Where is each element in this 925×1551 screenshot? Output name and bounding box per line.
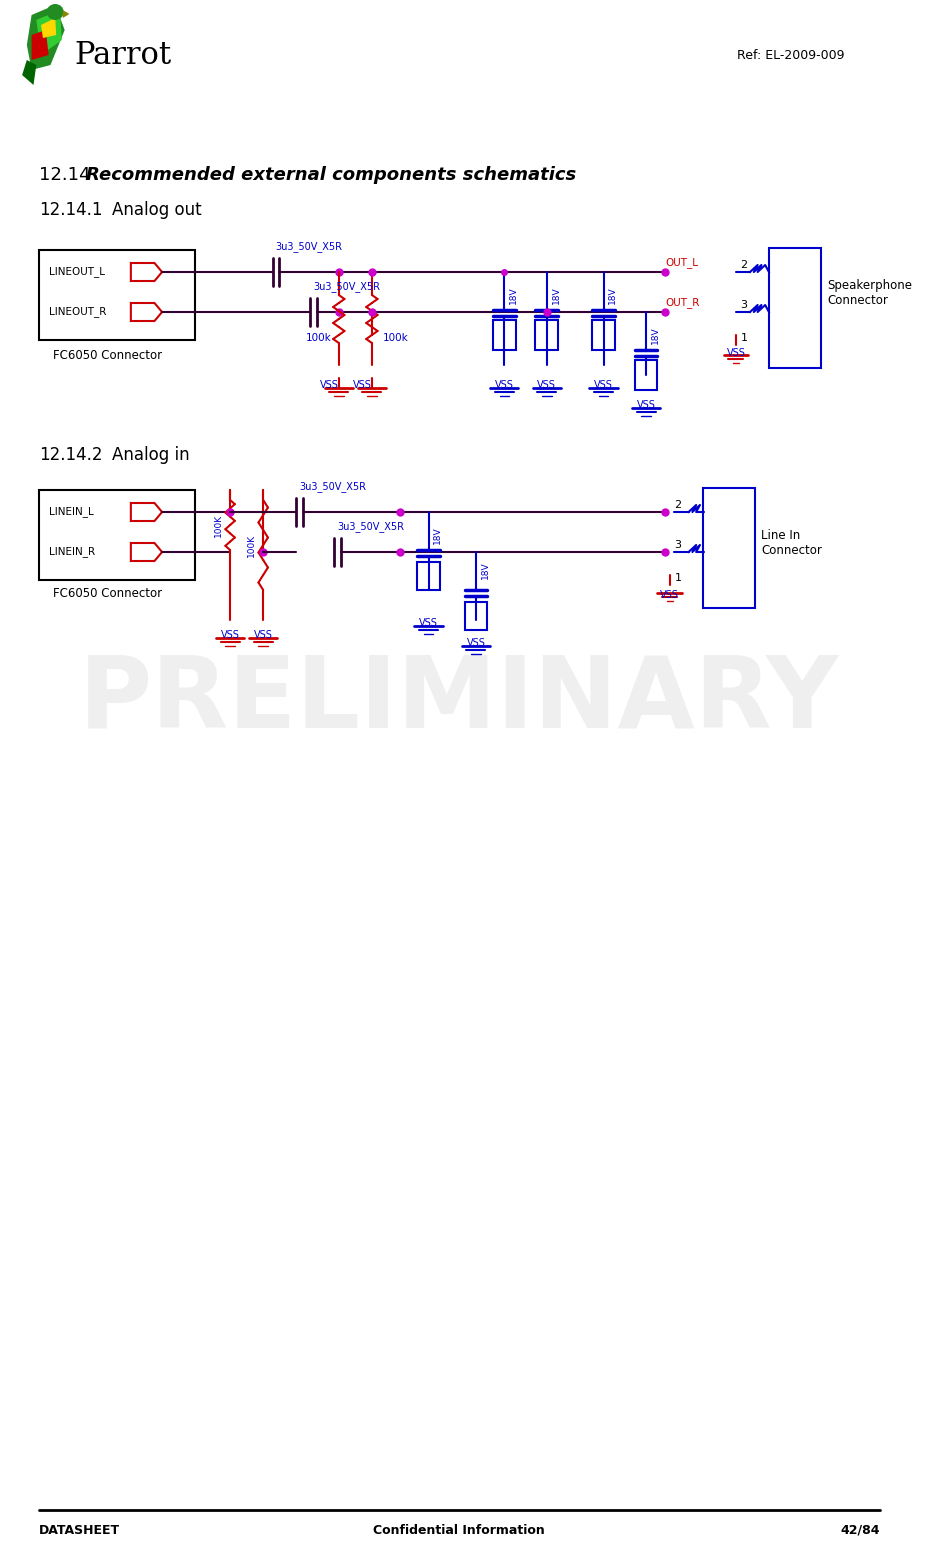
Text: 3u3_50V_X5R: 3u3_50V_X5R bbox=[299, 481, 366, 492]
Text: 12.14: 12.14 bbox=[39, 166, 91, 185]
Text: VSS: VSS bbox=[636, 400, 656, 409]
Text: 18V: 18V bbox=[509, 287, 518, 304]
Text: Connector: Connector bbox=[761, 543, 822, 557]
Text: 100K: 100K bbox=[214, 513, 223, 537]
Text: 18V: 18V bbox=[433, 526, 442, 544]
Bar bbox=[592, 320, 615, 351]
Text: 18V: 18V bbox=[551, 287, 561, 304]
Bar bbox=[769, 248, 821, 368]
Bar bbox=[635, 360, 658, 389]
Text: VSS: VSS bbox=[726, 347, 746, 358]
Text: PRELIMINARY: PRELIMINARY bbox=[79, 651, 839, 749]
Bar bbox=[39, 250, 195, 340]
Text: VSS: VSS bbox=[320, 380, 339, 389]
Text: 3: 3 bbox=[741, 299, 747, 310]
Text: DATASHEET: DATASHEET bbox=[39, 1523, 120, 1537]
Text: 3u3_50V_X5R: 3u3_50V_X5R bbox=[314, 281, 380, 292]
Text: Analog in: Analog in bbox=[112, 447, 190, 464]
Text: 1: 1 bbox=[741, 333, 747, 343]
Polygon shape bbox=[63, 9, 69, 19]
Text: LINEOUT_L: LINEOUT_L bbox=[49, 267, 105, 278]
Text: VSS: VSS bbox=[253, 630, 273, 641]
Text: 42/84: 42/84 bbox=[840, 1523, 880, 1537]
Bar bbox=[417, 561, 440, 589]
Bar bbox=[39, 490, 195, 580]
Text: 18V: 18V bbox=[609, 287, 617, 304]
Text: Line In: Line In bbox=[761, 529, 801, 541]
Text: LINEIN_L: LINEIN_L bbox=[49, 507, 93, 518]
Text: 12.14.1: 12.14.1 bbox=[39, 202, 103, 219]
Text: 3: 3 bbox=[674, 540, 682, 551]
Text: Parrot: Parrot bbox=[74, 39, 171, 70]
Text: 18V: 18V bbox=[651, 326, 660, 344]
Text: 3u3_50V_X5R: 3u3_50V_X5R bbox=[276, 240, 342, 251]
Text: VSS: VSS bbox=[221, 630, 240, 641]
Text: LINEIN_R: LINEIN_R bbox=[49, 546, 94, 557]
Text: OUT_L: OUT_L bbox=[665, 257, 698, 268]
Text: OUT_R: OUT_R bbox=[665, 298, 699, 309]
Polygon shape bbox=[41, 19, 56, 39]
Text: VSS: VSS bbox=[660, 589, 679, 600]
Text: 18V: 18V bbox=[481, 561, 489, 579]
Text: Analog out: Analog out bbox=[112, 202, 202, 219]
Polygon shape bbox=[22, 60, 36, 85]
Text: 100K: 100K bbox=[247, 534, 255, 557]
Text: FC6050 Connector: FC6050 Connector bbox=[53, 349, 162, 361]
Text: 2: 2 bbox=[741, 261, 747, 270]
Bar bbox=[536, 320, 558, 351]
Bar bbox=[703, 489, 755, 608]
Polygon shape bbox=[31, 29, 49, 60]
Text: VSS: VSS bbox=[537, 380, 556, 389]
Bar bbox=[493, 320, 515, 351]
Polygon shape bbox=[27, 5, 65, 70]
Text: 3u3_50V_X5R: 3u3_50V_X5R bbox=[337, 521, 404, 532]
Text: 100k: 100k bbox=[383, 333, 409, 343]
Text: 100k: 100k bbox=[305, 333, 331, 343]
Polygon shape bbox=[36, 9, 62, 54]
Text: Speakerphone: Speakerphone bbox=[828, 279, 913, 292]
Bar bbox=[464, 602, 487, 630]
Text: VSS: VSS bbox=[495, 380, 513, 389]
Text: Ref: EL-2009-009: Ref: EL-2009-009 bbox=[737, 48, 845, 62]
Text: LINEOUT_R: LINEOUT_R bbox=[49, 307, 106, 318]
Text: 1: 1 bbox=[674, 572, 682, 583]
Text: FC6050 Connector: FC6050 Connector bbox=[53, 586, 162, 600]
Text: Confidential Information: Confidential Information bbox=[373, 1523, 545, 1537]
Text: VSS: VSS bbox=[419, 617, 438, 628]
Text: 2: 2 bbox=[674, 499, 682, 510]
Text: 12.14.2: 12.14.2 bbox=[39, 447, 103, 464]
Text: Connector: Connector bbox=[828, 293, 888, 307]
Text: VSS: VSS bbox=[353, 380, 372, 389]
Text: VSS: VSS bbox=[594, 380, 613, 389]
Text: VSS: VSS bbox=[466, 637, 486, 648]
Text: Recommended external components schematics: Recommended external components schemati… bbox=[86, 166, 576, 185]
Ellipse shape bbox=[47, 5, 64, 20]
